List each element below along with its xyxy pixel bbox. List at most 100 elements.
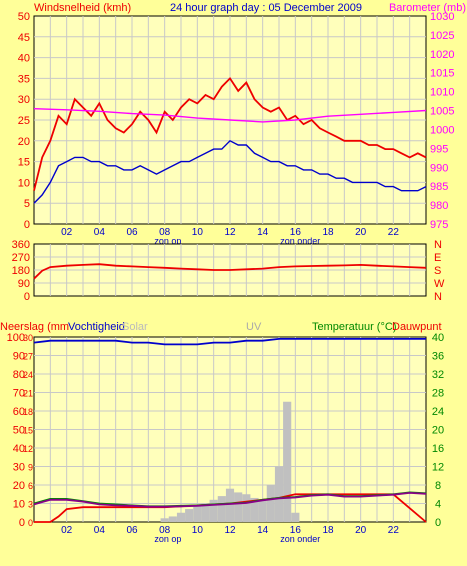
- wind-x-tick-label: 06: [126, 227, 138, 238]
- wind-series-barometer-line: [33, 108, 427, 123]
- rain-x-tick-label: 18: [322, 525, 334, 536]
- solar-bar: [209, 499, 218, 522]
- wind-x-tick-label: 20: [355, 227, 367, 238]
- solar-bar: [283, 401, 292, 522]
- humidity-left-tick-label: 80: [13, 369, 25, 381]
- solar-bar: [250, 497, 259, 522]
- baro-right-tick-label: 1025: [430, 30, 454, 42]
- solar-bar: [185, 509, 194, 522]
- baro-right-tick-label: 1010: [430, 87, 454, 99]
- temp-right-tick-label: 8: [435, 480, 441, 492]
- temp-right-tick-label: 12: [432, 462, 444, 474]
- wind-x-tick-label: 04: [94, 227, 106, 238]
- temp-right-tick-label: 24: [432, 406, 444, 418]
- direction-left-tick-label: 0: [24, 291, 30, 303]
- legend-label: Dauwpunt: [392, 321, 442, 333]
- direction-left-tick-label: 270: [12, 252, 30, 264]
- temp-right-tick-label: 16: [432, 443, 444, 455]
- baro-right-tick-label: 1030: [430, 11, 454, 23]
- direction-series-line: [33, 263, 427, 280]
- wind-left-tick-label: 20: [18, 136, 30, 148]
- wind-left-tick-label: 50: [18, 11, 30, 23]
- humidity-left-tick-label: 60: [13, 406, 25, 418]
- temp-right-tick-label: 36: [432, 351, 444, 363]
- wind-x-tick-label: 22: [388, 227, 400, 238]
- rain-left-tick-label: 12: [23, 444, 33, 454]
- wind-x-tick-label: 02: [61, 227, 73, 238]
- wind-x-tick-label: 16: [290, 227, 302, 238]
- humidity-left-tick-label: 10: [13, 499, 25, 511]
- legend-label: UV: [246, 321, 262, 333]
- direction-left-tick-label: 90: [18, 278, 30, 290]
- rain-left-tick-label: 15: [23, 426, 33, 436]
- rain-left-tick-label: 30: [23, 333, 33, 343]
- rain-x-tick-label: 22: [388, 525, 400, 536]
- wind-left-tick-label: 40: [18, 53, 30, 65]
- baro-right-tick-label: 990: [430, 162, 448, 174]
- humidity-left-tick-label: 100: [7, 332, 25, 344]
- wind-x-tick-label: 18: [322, 227, 334, 238]
- baro-right-tick-label: 1000: [430, 124, 454, 136]
- humidity-left-tick-label: 90: [13, 351, 25, 363]
- wind-left-tick-label: 35: [18, 73, 30, 85]
- direction-compass-label: E: [434, 252, 441, 264]
- solar-bar: [176, 512, 186, 522]
- solar-bar: [201, 503, 210, 522]
- rain-x-tick-label: 02: [61, 525, 73, 536]
- wind-series-windsnelheid-line: [33, 139, 427, 204]
- solar-bar: [291, 512, 300, 522]
- direction-left-tick-label: 360: [12, 239, 30, 251]
- rain-x-tick-label: 10: [192, 525, 204, 536]
- temp-right-tick-label: 28: [432, 388, 444, 400]
- rain-left-tick-label: 6: [28, 481, 33, 491]
- rain-x-tick-label: 04: [94, 525, 106, 536]
- rain-series-dauwpunt-line: [33, 491, 427, 508]
- rain-left-tick-label: 9: [28, 463, 33, 473]
- sunset-label: zon onder: [280, 236, 320, 246]
- rain-x-tick-label: 16: [290, 525, 302, 536]
- rain-left-tick-label: 3: [28, 500, 33, 510]
- rain-left-tick-label: 18: [23, 407, 33, 417]
- wind-series-windstoten-line: [33, 76, 427, 191]
- temp-right-tick-label: 4: [435, 499, 441, 511]
- rain-sunrise-label: zon op: [154, 534, 181, 544]
- rain-series-neerslag-line: [34, 493, 427, 523]
- temp-right-tick-label: 0: [435, 517, 441, 529]
- baro-right-tick-label: 975: [430, 219, 448, 231]
- wind-left-tick-label: 10: [18, 177, 30, 189]
- solar-bar: [266, 485, 275, 522]
- solar-bar: [168, 516, 177, 522]
- wind-left-tick-label: 25: [18, 115, 30, 127]
- rain-x-tick-label: 14: [257, 525, 269, 536]
- solar-bar: [258, 499, 267, 522]
- wind-x-tick-label: 10: [192, 227, 204, 238]
- rain-x-tick-label: 08: [159, 525, 171, 536]
- humidity-left-tick-label: 70: [13, 388, 25, 400]
- direction-left-tick-label: 180: [12, 265, 30, 277]
- wind-left-tick-label: 15: [18, 157, 30, 169]
- solar-bar: [217, 496, 226, 522]
- solar-bar: [274, 466, 284, 522]
- solar-bar: [242, 494, 251, 522]
- wind-left-tick-label: 5: [24, 198, 30, 210]
- solar-bar: [160, 518, 169, 522]
- humidity-left-tick-label: 50: [13, 425, 25, 437]
- wind-x-tick-label: 12: [224, 227, 236, 238]
- baro-right-tick-label: 980: [430, 200, 448, 212]
- temp-right-tick-label: 32: [432, 369, 444, 381]
- legend-label: Temperatuur (°C): [312, 321, 396, 333]
- rain-x-tick-label: 12: [224, 525, 236, 536]
- temp-right-tick-label: 40: [432, 332, 444, 344]
- wind-left-tick-label: 0: [24, 219, 30, 231]
- sunrise-label: zon op: [154, 236, 181, 246]
- direction-compass-label: W: [434, 278, 445, 290]
- legend-label: Neerslag (mm: [0, 321, 69, 333]
- rain-x-tick-label: 06: [126, 525, 138, 536]
- humidity-left-tick-label: 0: [19, 517, 25, 529]
- wind-axis-label: Windsnelheid (kmh): [34, 2, 131, 14]
- wind-x-tick-label: 14: [257, 227, 269, 238]
- wind-left-tick-label: 30: [18, 94, 30, 106]
- humidity-left-tick-label: 30: [13, 462, 25, 474]
